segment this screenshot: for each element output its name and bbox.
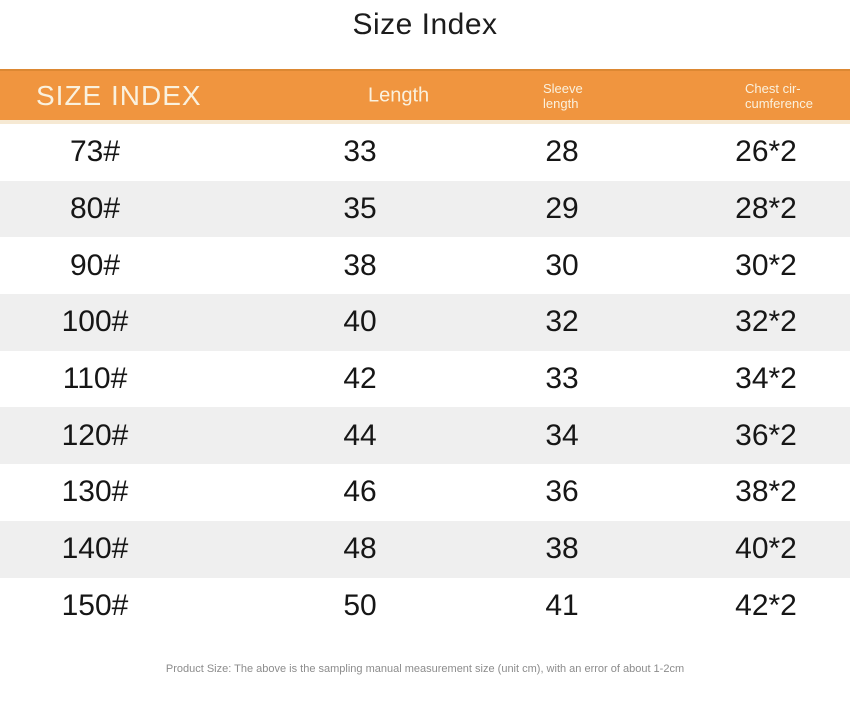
table-row: 110# 42 33 34*2 (0, 350, 850, 408)
chest-value: 42*2 (735, 588, 797, 622)
sleeve-value: 38 (545, 532, 579, 566)
sleeve-value: 41 (545, 588, 579, 622)
size-value: 90# (69, 248, 121, 282)
table-row: 73# 33 28 26*2 (0, 124, 850, 181)
size-value: 100# (61, 305, 129, 339)
chest-value: 36*2 (735, 418, 797, 452)
table-row: 150# 50 41 42*2 (0, 577, 850, 635)
chest-value: 30*2 (735, 248, 797, 282)
sleeve-value: 32 (545, 305, 579, 339)
length-value: 40 (343, 305, 377, 339)
chest-value: 32*2 (735, 305, 797, 339)
size-value: 140# (61, 532, 129, 566)
table-row: 100# 40 32 32*2 (0, 294, 850, 351)
size-value: 150# (61, 588, 129, 622)
chest-value: 28*2 (735, 192, 797, 226)
header-chest-circumference: Chest cir- cumference (745, 81, 813, 111)
table-row: 80# 35 29 28*2 (0, 180, 850, 238)
table-row: 130# 46 36 38*2 (0, 464, 850, 521)
sleeve-value: 36 (545, 475, 579, 509)
table-row: 90# 38 30 30*2 (0, 237, 850, 295)
product-size-note: Product Size: The above is the sampling … (165, 663, 685, 675)
length-value: 42 (343, 362, 377, 396)
header-sleeve-line1: Sleeve (543, 80, 583, 96)
chest-value: 38*2 (735, 475, 797, 509)
table-row: 140# 48 38 40*2 (0, 520, 850, 578)
sleeve-value: 30 (545, 248, 579, 282)
header-sleeve-line2: length (543, 95, 579, 111)
length-value: 46 (343, 475, 377, 509)
header-length: Length (368, 84, 430, 106)
sleeve-value: 29 (545, 192, 579, 226)
size-value: 120# (61, 418, 129, 452)
header-sleeve-length: Sleeve length (543, 81, 583, 111)
table-row: 120# 44 34 36*2 (0, 407, 850, 465)
length-value: 50 (343, 588, 377, 622)
header-size-index: SIZE INDEX (36, 79, 202, 111)
sleeve-value: 33 (545, 362, 579, 396)
length-value: 38 (343, 248, 377, 282)
sleeve-value: 34 (545, 418, 579, 452)
header-chest-line1: Chest cir- (745, 80, 801, 96)
header-chest-line2: cumference (745, 95, 813, 111)
size-value: 80# (69, 192, 121, 226)
chest-value: 26*2 (735, 135, 797, 169)
chest-value: 34*2 (735, 362, 797, 396)
size-value: 73# (69, 135, 121, 169)
sleeve-value: 28 (545, 135, 579, 169)
size-table-header: SIZE INDEX Length Sleeve length Chest ci… (0, 69, 850, 124)
size-value: 130# (61, 475, 129, 509)
page-title: Size Index (352, 8, 498, 41)
chest-value: 40*2 (735, 532, 797, 566)
length-value: 48 (343, 532, 377, 566)
size-table-body: 73# 33 28 26*2 80# 35 29 28*2 90# 38 30 … (0, 124, 850, 635)
length-value: 35 (343, 192, 377, 226)
length-value: 33 (343, 135, 377, 169)
size-value: 110# (62, 362, 128, 396)
length-value: 44 (343, 418, 377, 452)
